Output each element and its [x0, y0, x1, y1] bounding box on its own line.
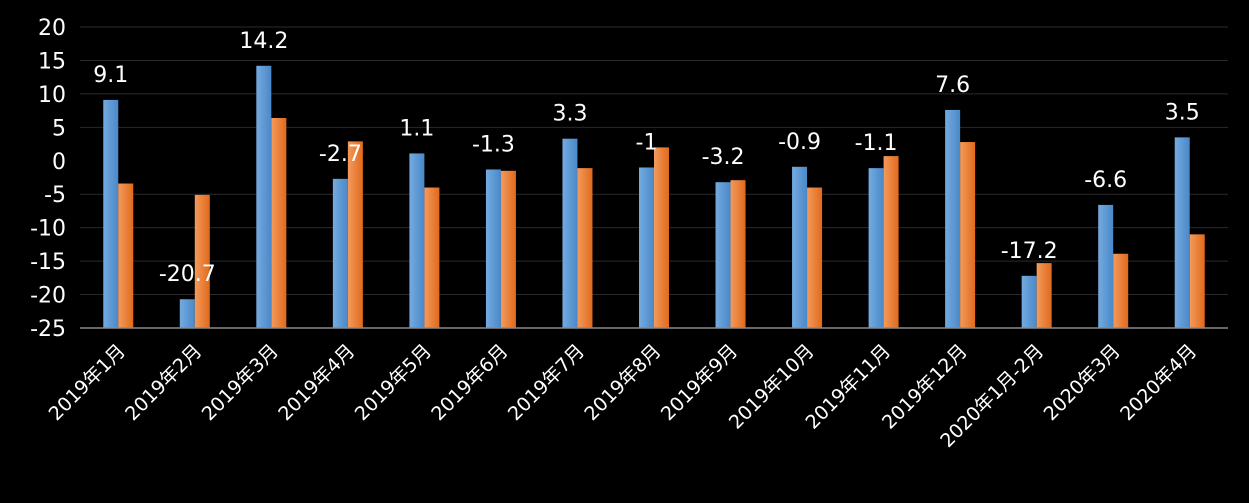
bar-series1 — [562, 138, 578, 328]
data-label: 1.1 — [399, 116, 434, 141]
bar-series1 — [409, 153, 425, 328]
y-tick-label: 5 — [52, 116, 66, 141]
bar-series2 — [500, 170, 516, 328]
data-label: -17.2 — [1001, 239, 1058, 264]
x-axis-ticks: 2019年1月2019年2月2019年3月2019年4月2019年5月2019年… — [45, 340, 1202, 452]
bar-series1 — [945, 109, 961, 328]
x-tick-label: 2019年7月 — [504, 340, 589, 425]
x-tick-label: 2020年3月 — [1040, 340, 1125, 425]
y-tick-label: -10 — [30, 217, 66, 242]
bar-series1 — [332, 178, 348, 328]
x-tick-label: 2019年6月 — [427, 340, 512, 425]
bar-series1 — [103, 99, 119, 328]
data-label: -6.6 — [1084, 168, 1127, 193]
bar-series2 — [347, 141, 363, 328]
y-tick-label: 15 — [38, 49, 66, 74]
bar-series1 — [485, 169, 501, 328]
bar-series2 — [883, 156, 899, 328]
x-tick-label: 2019年5月 — [351, 340, 436, 425]
bar-series1 — [639, 167, 654, 328]
data-label: -2.7 — [319, 142, 362, 167]
x-tick-label: 2019年8月 — [580, 340, 665, 425]
data-label: 14.2 — [239, 29, 288, 54]
bar-series2 — [960, 142, 976, 328]
bar-series2 — [1113, 253, 1129, 328]
y-tick-label: 10 — [38, 83, 66, 108]
bar-series1 — [1098, 204, 1114, 328]
data-label: 9.1 — [93, 63, 128, 88]
data-label: 3.5 — [1165, 100, 1200, 125]
data-label: -1 — [636, 130, 658, 155]
data-label: -20.7 — [159, 262, 216, 287]
data-label: 3.3 — [552, 102, 587, 127]
bar-series2 — [1036, 263, 1052, 328]
y-tick-label: 0 — [52, 150, 66, 175]
x-tick-label: 2019年1月 — [45, 340, 130, 425]
bar-series2 — [424, 187, 440, 328]
x-tick-label: 2019年4月 — [274, 340, 359, 425]
bar-series2 — [118, 183, 134, 328]
bar-series1 — [179, 299, 195, 328]
y-tick-label: -20 — [30, 284, 66, 309]
bar-series2 — [654, 147, 669, 328]
data-label: 7.6 — [935, 73, 970, 98]
data-label: -3.2 — [702, 145, 745, 170]
y-axis-ticks: 20 15 10 5 0 -5 -10 -15 -20 -25 — [30, 16, 66, 342]
y-tick-label: 20 — [38, 16, 66, 41]
bar-series2 — [730, 180, 746, 328]
bar-series2 — [271, 117, 287, 328]
y-tick-label: -25 — [30, 317, 66, 342]
bar-series2 — [194, 194, 210, 328]
bar-series1 — [1174, 137, 1190, 328]
bar-series1 — [868, 168, 884, 328]
x-tick-label: 2020年4月 — [1116, 340, 1201, 425]
bar-series1 — [256, 65, 272, 328]
bar-series2 — [577, 168, 593, 328]
y-tick-label: -15 — [30, 250, 66, 275]
bar-series2 — [1189, 234, 1205, 328]
x-tick-label: 2019年2月 — [121, 340, 206, 425]
bars — [103, 65, 1205, 328]
x-tick-label: 2019年3月 — [198, 340, 283, 425]
bar-series1 — [1021, 275, 1037, 328]
data-label: -1.3 — [472, 132, 515, 157]
bar-series1 — [792, 166, 808, 328]
y-tick-label: -5 — [44, 183, 66, 208]
data-label: -1.1 — [855, 131, 898, 156]
data-labels: 9.1 -20.7 14.2 -2.7 1.1 -1.3 3.3 -1 -3.2 -0.9 -1.1… — [93, 29, 1199, 287]
bar-series2 — [807, 187, 823, 328]
data-label: -0.9 — [778, 130, 821, 155]
bar-series1 — [715, 182, 731, 328]
